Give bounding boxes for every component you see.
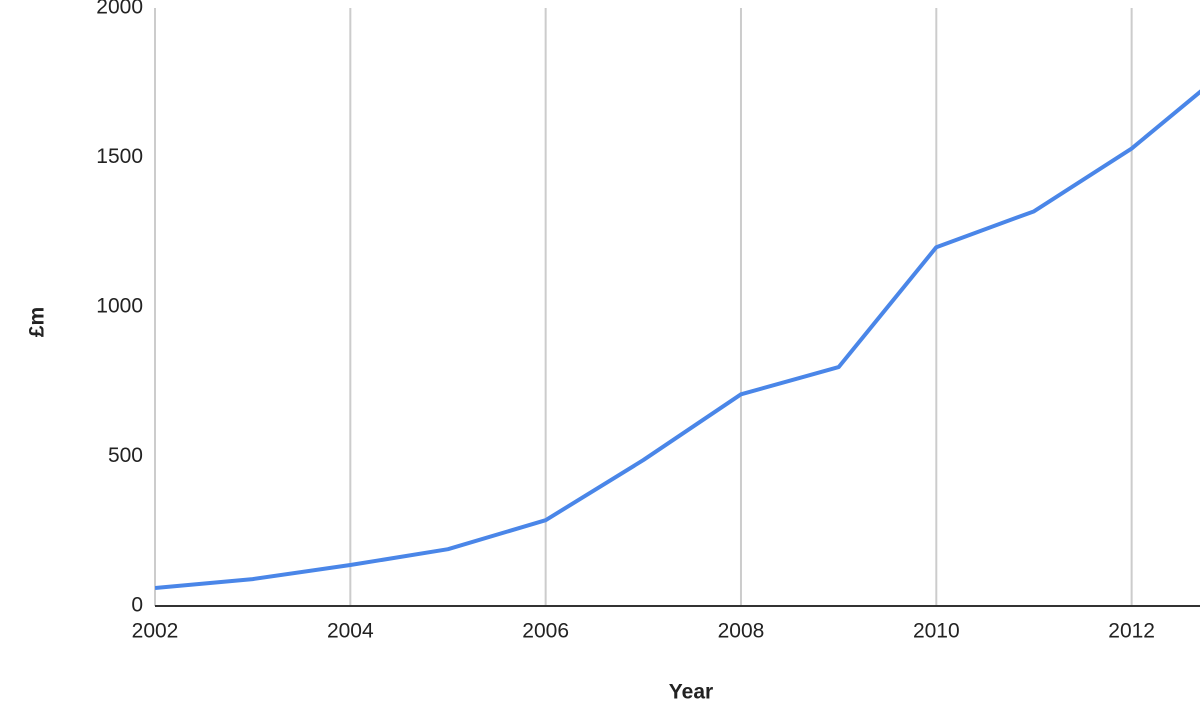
x-tick-label: 2002 xyxy=(132,620,179,643)
y-tick-label: 500 xyxy=(108,444,143,467)
x-tick-label: 2012 xyxy=(1108,620,1155,643)
y-tick-label: 0 xyxy=(131,594,143,617)
x-tick-label: 2010 xyxy=(913,620,960,643)
y-tick-label: 1000 xyxy=(96,295,143,318)
x-tick-label: 2008 xyxy=(718,620,765,643)
data-line xyxy=(155,89,1200,591)
y-tick-label: 1500 xyxy=(96,145,143,168)
y-tick-label: 2000 xyxy=(96,0,143,19)
y-axis-title: £m xyxy=(26,307,49,337)
x-tick-label: 2004 xyxy=(327,620,374,643)
x-tick-label: 2006 xyxy=(522,620,569,643)
x-axis-title: Year xyxy=(669,681,713,704)
